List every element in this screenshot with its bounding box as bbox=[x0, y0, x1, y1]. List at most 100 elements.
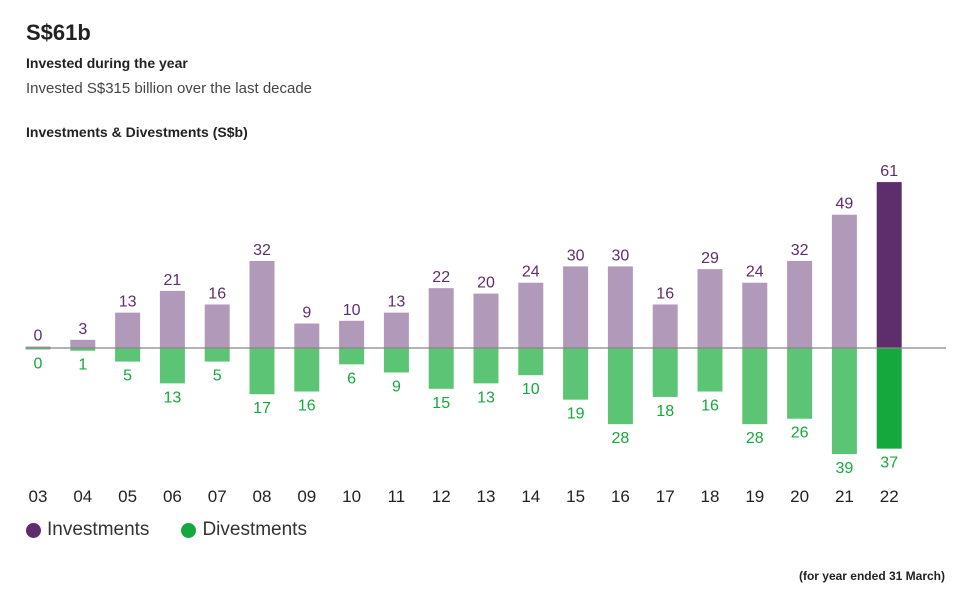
investment-bar-18 bbox=[697, 269, 723, 348]
legend-swatch-divestments bbox=[181, 522, 197, 538]
divestment-bar-09 bbox=[294, 348, 320, 392]
investment-bar-17 bbox=[652, 304, 678, 348]
divestment-value-label-04: 1 bbox=[78, 357, 87, 374]
divestment-bar-19 bbox=[742, 348, 768, 425]
investment-bar-21 bbox=[831, 214, 857, 348]
category-label-14: 14 bbox=[521, 487, 540, 506]
divestment-bar-16 bbox=[607, 348, 633, 425]
investment-bar-10 bbox=[339, 320, 365, 348]
chart-legend: Investments Divestments bbox=[26, 519, 339, 541]
divestment-value-label-07: 5 bbox=[213, 368, 222, 385]
category-label-05: 05 bbox=[118, 487, 137, 506]
investment-bar-04 bbox=[70, 339, 96, 348]
investment-value-label-11: 13 bbox=[388, 294, 406, 311]
investment-value-label-19: 24 bbox=[746, 264, 764, 281]
divestment-bar-07 bbox=[204, 348, 230, 362]
category-label-09: 09 bbox=[297, 487, 316, 506]
divestment-bar-05 bbox=[115, 348, 141, 362]
investment-bar-08 bbox=[249, 260, 275, 348]
legend-label-divestments: Divestments bbox=[202, 519, 307, 540]
divestment-value-label-13: 13 bbox=[477, 389, 495, 406]
category-label-21: 21 bbox=[835, 487, 854, 506]
divestment-value-label-15: 19 bbox=[567, 406, 585, 423]
category-label-22: 22 bbox=[880, 487, 899, 506]
divestment-value-label-09: 16 bbox=[298, 398, 316, 415]
divestment-bar-21 bbox=[831, 348, 857, 455]
category-label-19: 19 bbox=[745, 487, 764, 506]
divestment-bar-12 bbox=[428, 348, 454, 389]
investment-bar-16 bbox=[607, 266, 633, 348]
footnote: (for year ended 31 March) bbox=[798, 569, 945, 583]
investment-value-label-07: 16 bbox=[208, 285, 226, 302]
investment-value-label-20: 32 bbox=[791, 242, 809, 259]
legend-item-divestments: Divestments bbox=[181, 519, 307, 541]
investment-bar-19 bbox=[742, 282, 768, 348]
divestment-bar-06 bbox=[159, 348, 185, 384]
investment-bar-06 bbox=[159, 290, 185, 348]
headline-value: S$61b bbox=[26, 20, 91, 45]
divestment-bar-11 bbox=[383, 348, 409, 373]
divestment-value-label-03: 0 bbox=[34, 356, 43, 373]
divestment-value-label-17: 18 bbox=[656, 403, 674, 420]
category-label-04: 04 bbox=[73, 487, 92, 506]
divestment-bar-08 bbox=[249, 348, 275, 395]
category-label-11: 11 bbox=[388, 487, 406, 506]
category-label-12: 12 bbox=[432, 487, 451, 506]
category-label-20: 20 bbox=[790, 487, 809, 506]
investment-bar-12 bbox=[428, 288, 454, 348]
category-label-16: 16 bbox=[611, 487, 630, 506]
divestment-value-label-10: 6 bbox=[347, 370, 356, 387]
investment-bar-03 bbox=[25, 346, 51, 348]
investment-value-label-17: 16 bbox=[656, 285, 674, 302]
divestment-value-label-14: 10 bbox=[522, 381, 540, 398]
chart-title: Investments & Divestments (S$b) bbox=[26, 124, 248, 140]
headline-caption: Invested S$315 billion over the last dec… bbox=[26, 80, 313, 97]
investment-bar-09 bbox=[294, 323, 320, 348]
investment-value-label-10: 10 bbox=[343, 302, 361, 319]
divestment-value-label-08: 17 bbox=[253, 400, 271, 417]
investment-bar-05 bbox=[115, 312, 141, 348]
headline-subtitle: Invested during the year bbox=[26, 55, 188, 71]
investment-bar-20 bbox=[787, 260, 813, 348]
divestment-value-label-16: 28 bbox=[612, 430, 630, 447]
divestment-bar-03 bbox=[25, 348, 51, 350]
divestment-bar-13 bbox=[473, 348, 499, 384]
investment-bar-15 bbox=[563, 266, 589, 348]
investment-value-label-22: 61 bbox=[880, 163, 898, 180]
divestment-bar-22 bbox=[876, 348, 902, 449]
divestment-bar-10 bbox=[339, 348, 365, 365]
investment-value-label-12: 22 bbox=[432, 269, 450, 286]
divestment-bar-17 bbox=[652, 348, 678, 397]
category-label-08: 08 bbox=[253, 487, 272, 506]
investment-bar-13 bbox=[473, 293, 499, 348]
investment-value-label-05: 13 bbox=[119, 294, 137, 311]
category-label-06: 06 bbox=[163, 487, 182, 506]
investment-bar-11 bbox=[383, 312, 409, 348]
category-label-17: 17 bbox=[656, 487, 675, 506]
divestment-value-label-11: 9 bbox=[392, 378, 401, 395]
divestment-bar-14 bbox=[518, 348, 544, 376]
divestment-value-label-19: 28 bbox=[746, 430, 764, 447]
investment-value-label-18: 29 bbox=[701, 250, 719, 267]
divestment-value-label-18: 16 bbox=[701, 398, 719, 415]
divestment-bar-20 bbox=[787, 348, 813, 419]
legend-swatch-investments bbox=[26, 522, 41, 538]
investment-value-label-06: 21 bbox=[164, 272, 182, 289]
investment-value-label-03: 0 bbox=[34, 328, 43, 345]
category-label-10: 10 bbox=[342, 487, 361, 506]
investment-bar-14 bbox=[518, 282, 544, 348]
investment-value-label-13: 20 bbox=[477, 275, 495, 292]
investment-value-label-09: 9 bbox=[302, 305, 311, 322]
investment-value-label-16: 30 bbox=[612, 247, 630, 264]
category-label-07: 07 bbox=[208, 487, 227, 506]
divestment-value-label-05: 5 bbox=[123, 368, 132, 385]
category-label-03: 03 bbox=[29, 487, 48, 506]
investment-value-label-08: 32 bbox=[253, 242, 271, 259]
investment-value-label-04: 3 bbox=[78, 321, 87, 338]
investment-bar-22 bbox=[876, 182, 902, 348]
divestment-value-label-22: 37 bbox=[880, 455, 898, 472]
divestment-bar-18 bbox=[697, 348, 723, 392]
divestment-value-label-12: 15 bbox=[432, 395, 450, 412]
investment-value-label-15: 30 bbox=[567, 247, 585, 264]
